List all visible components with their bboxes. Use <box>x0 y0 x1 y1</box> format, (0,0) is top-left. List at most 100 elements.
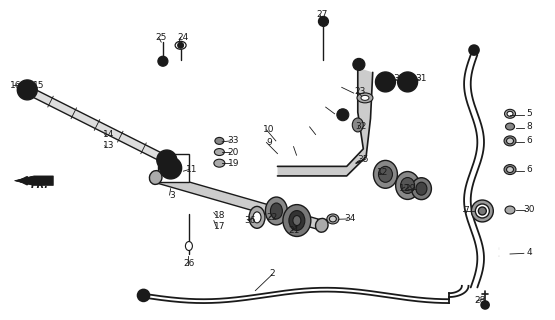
Ellipse shape <box>504 164 516 174</box>
Text: 34: 34 <box>344 214 355 223</box>
Ellipse shape <box>478 207 486 215</box>
Ellipse shape <box>214 148 224 156</box>
Polygon shape <box>26 86 169 164</box>
Text: 18: 18 <box>214 211 225 220</box>
Circle shape <box>356 61 362 68</box>
Text: 6: 6 <box>527 136 532 145</box>
Text: 15: 15 <box>33 81 44 90</box>
Text: 4: 4 <box>527 248 532 257</box>
Text: 27: 27 <box>316 10 327 19</box>
Ellipse shape <box>506 123 514 130</box>
Ellipse shape <box>475 204 490 218</box>
Circle shape <box>353 59 365 70</box>
Text: 36: 36 <box>244 216 255 225</box>
Text: 14: 14 <box>103 130 114 139</box>
Circle shape <box>157 150 176 170</box>
Bar <box>159 154 189 182</box>
Ellipse shape <box>374 160 397 188</box>
Ellipse shape <box>507 138 513 144</box>
Text: 19: 19 <box>228 159 239 168</box>
Text: 26: 26 <box>183 259 195 268</box>
Ellipse shape <box>265 197 287 225</box>
Text: 28: 28 <box>474 296 485 305</box>
Ellipse shape <box>270 203 282 219</box>
Polygon shape <box>14 176 53 186</box>
Ellipse shape <box>249 206 265 228</box>
Ellipse shape <box>149 171 162 184</box>
Circle shape <box>178 42 184 48</box>
Ellipse shape <box>504 136 516 146</box>
Text: 1: 1 <box>339 109 344 118</box>
Circle shape <box>381 77 390 87</box>
Text: 9: 9 <box>266 138 272 147</box>
Text: 12: 12 <box>399 184 411 193</box>
Text: 25: 25 <box>155 33 167 42</box>
Ellipse shape <box>416 182 427 195</box>
Text: FR.: FR. <box>31 180 48 190</box>
Ellipse shape <box>253 212 261 223</box>
Text: 35: 35 <box>357 156 369 164</box>
Text: 33: 33 <box>228 136 239 145</box>
Circle shape <box>17 80 37 100</box>
Text: 31: 31 <box>416 74 427 83</box>
Text: 6: 6 <box>527 165 532 174</box>
Ellipse shape <box>289 211 305 230</box>
Text: 24: 24 <box>178 33 189 42</box>
Ellipse shape <box>507 167 513 172</box>
Polygon shape <box>154 173 323 230</box>
Ellipse shape <box>215 137 224 144</box>
Text: 30: 30 <box>524 205 535 214</box>
Circle shape <box>168 165 174 171</box>
Ellipse shape <box>396 172 420 199</box>
Circle shape <box>376 72 395 92</box>
Circle shape <box>337 109 349 121</box>
Ellipse shape <box>175 41 186 49</box>
Ellipse shape <box>214 159 225 167</box>
Circle shape <box>158 56 168 66</box>
Ellipse shape <box>293 216 301 226</box>
Circle shape <box>402 77 412 87</box>
Text: 13: 13 <box>103 141 114 150</box>
Circle shape <box>164 161 178 175</box>
Circle shape <box>160 157 181 179</box>
Text: 12: 12 <box>377 168 388 177</box>
Ellipse shape <box>315 219 328 232</box>
Text: 2: 2 <box>269 268 275 278</box>
Ellipse shape <box>504 109 516 118</box>
Ellipse shape <box>507 111 513 116</box>
Ellipse shape <box>329 216 336 222</box>
Ellipse shape <box>283 204 311 236</box>
Text: 10: 10 <box>264 125 275 134</box>
Polygon shape <box>14 176 33 186</box>
Ellipse shape <box>357 93 373 103</box>
Circle shape <box>481 301 489 309</box>
Ellipse shape <box>471 200 493 222</box>
Text: 20: 20 <box>228 148 239 156</box>
Text: 5: 5 <box>527 109 532 118</box>
Circle shape <box>162 155 171 165</box>
Text: 21: 21 <box>289 226 300 235</box>
Text: 22: 22 <box>266 213 278 222</box>
Text: 16: 16 <box>11 81 22 90</box>
Text: 7: 7 <box>463 206 468 215</box>
Circle shape <box>21 84 33 96</box>
Text: 3: 3 <box>169 190 175 200</box>
Ellipse shape <box>401 178 415 194</box>
Circle shape <box>138 289 149 301</box>
Ellipse shape <box>505 206 515 214</box>
Ellipse shape <box>379 166 392 182</box>
Ellipse shape <box>185 242 193 251</box>
Text: 8: 8 <box>527 122 532 131</box>
Circle shape <box>397 72 417 92</box>
Text: 23: 23 <box>355 87 366 96</box>
Ellipse shape <box>327 214 339 224</box>
Circle shape <box>319 16 329 26</box>
Polygon shape <box>278 68 373 176</box>
Text: 31: 31 <box>393 74 405 83</box>
Text: 17: 17 <box>214 222 225 231</box>
Ellipse shape <box>361 95 369 100</box>
Text: 29: 29 <box>405 184 416 193</box>
Text: 11: 11 <box>186 165 198 174</box>
Ellipse shape <box>411 178 431 200</box>
Text: 32: 32 <box>355 122 366 131</box>
